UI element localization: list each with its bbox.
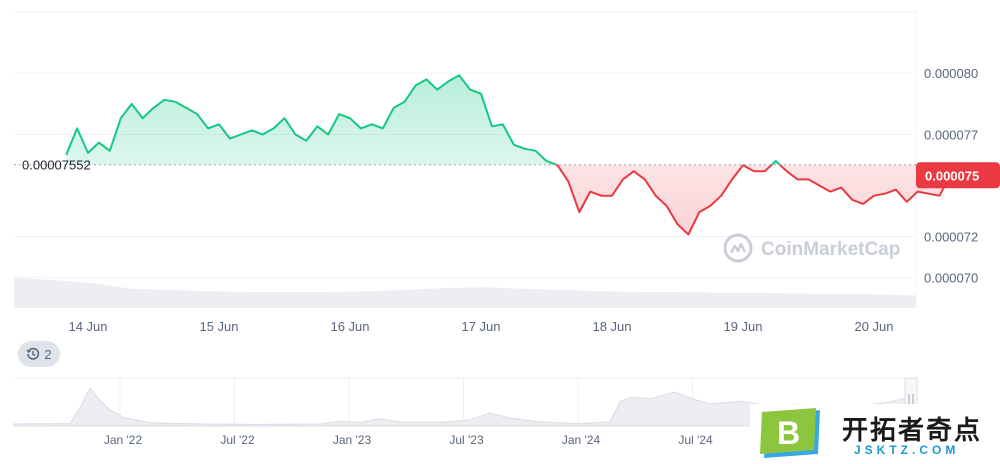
price-line-up — [65, 74, 782, 165]
site-name: 开拓者奇点 — [842, 415, 983, 445]
price-line-down — [553, 164, 952, 236]
current-price-tag: 0.000075 — [916, 162, 1000, 189]
navigator-tick-label: Jan '22 — [104, 433, 143, 447]
y-tick-label: 0.000072 — [924, 230, 978, 245]
site-watermark-badge: B 开拓者奇点 JSKTZ.COM — [750, 404, 1000, 464]
site-logo-icon: B — [760, 408, 820, 458]
x-tick-label: 20 Jun — [854, 319, 893, 334]
navigator-tick-label: Jul '24 — [678, 433, 713, 447]
volume-area — [14, 278, 916, 308]
history-count: 2 — [44, 346, 52, 362]
coinmarketcap-watermark: CoinMarketCap — [723, 233, 900, 263]
coinmarketcap-logo-icon — [723, 233, 753, 263]
current-price-label: 0.000075 — [925, 168, 979, 183]
navigator-tick-label: Jul '22 — [220, 433, 255, 447]
area-above-reference — [66, 75, 780, 165]
watermark-text: CoinMarketCap — [761, 239, 900, 260]
x-tick-label: 17 Jun — [461, 319, 500, 334]
price-line — [65, 74, 952, 236]
x-tick-label: 15 Jun — [199, 319, 238, 334]
y-tick-label: 0.000080 — [924, 66, 978, 81]
y-axis: 0.000080 0.000077 0.000072 0.000070 — [924, 66, 978, 285]
navigator-tick-label: Jan '23 — [333, 433, 372, 447]
site-url: JSKTZ.COM — [854, 443, 960, 457]
x-tick-label: 14 Jun — [68, 319, 107, 334]
volume-area-path — [14, 278, 916, 308]
x-tick-label: 19 Jun — [723, 319, 762, 334]
site-logo-letter: B — [777, 415, 800, 451]
x-axis: 14 Jun 15 Jun 16 Jun 17 Jun 18 Jun 19 Jun 20 J… — [68, 319, 893, 334]
x-tick-label: 18 Jun — [592, 319, 631, 334]
navigator-x-axis: Jan '22 Jul '22 Jan '23 Jul '23 Jan '24 Jul '… — [104, 433, 713, 447]
x-tick-label: 16 Jun — [330, 319, 369, 334]
price-area-fill — [66, 75, 951, 235]
navigator-tick-label: Jul '23 — [449, 433, 484, 447]
navigator-grid — [119, 378, 693, 426]
history-clock-icon — [26, 347, 40, 360]
history-button[interactable]: 2 — [18, 341, 60, 367]
reference-price-label: 0.00007552 — [22, 158, 91, 173]
y-tick-label: 0.000070 — [924, 270, 978, 285]
navigator-tick-label: Jan '24 — [562, 433, 601, 447]
y-tick-label: 0.000077 — [924, 127, 978, 142]
